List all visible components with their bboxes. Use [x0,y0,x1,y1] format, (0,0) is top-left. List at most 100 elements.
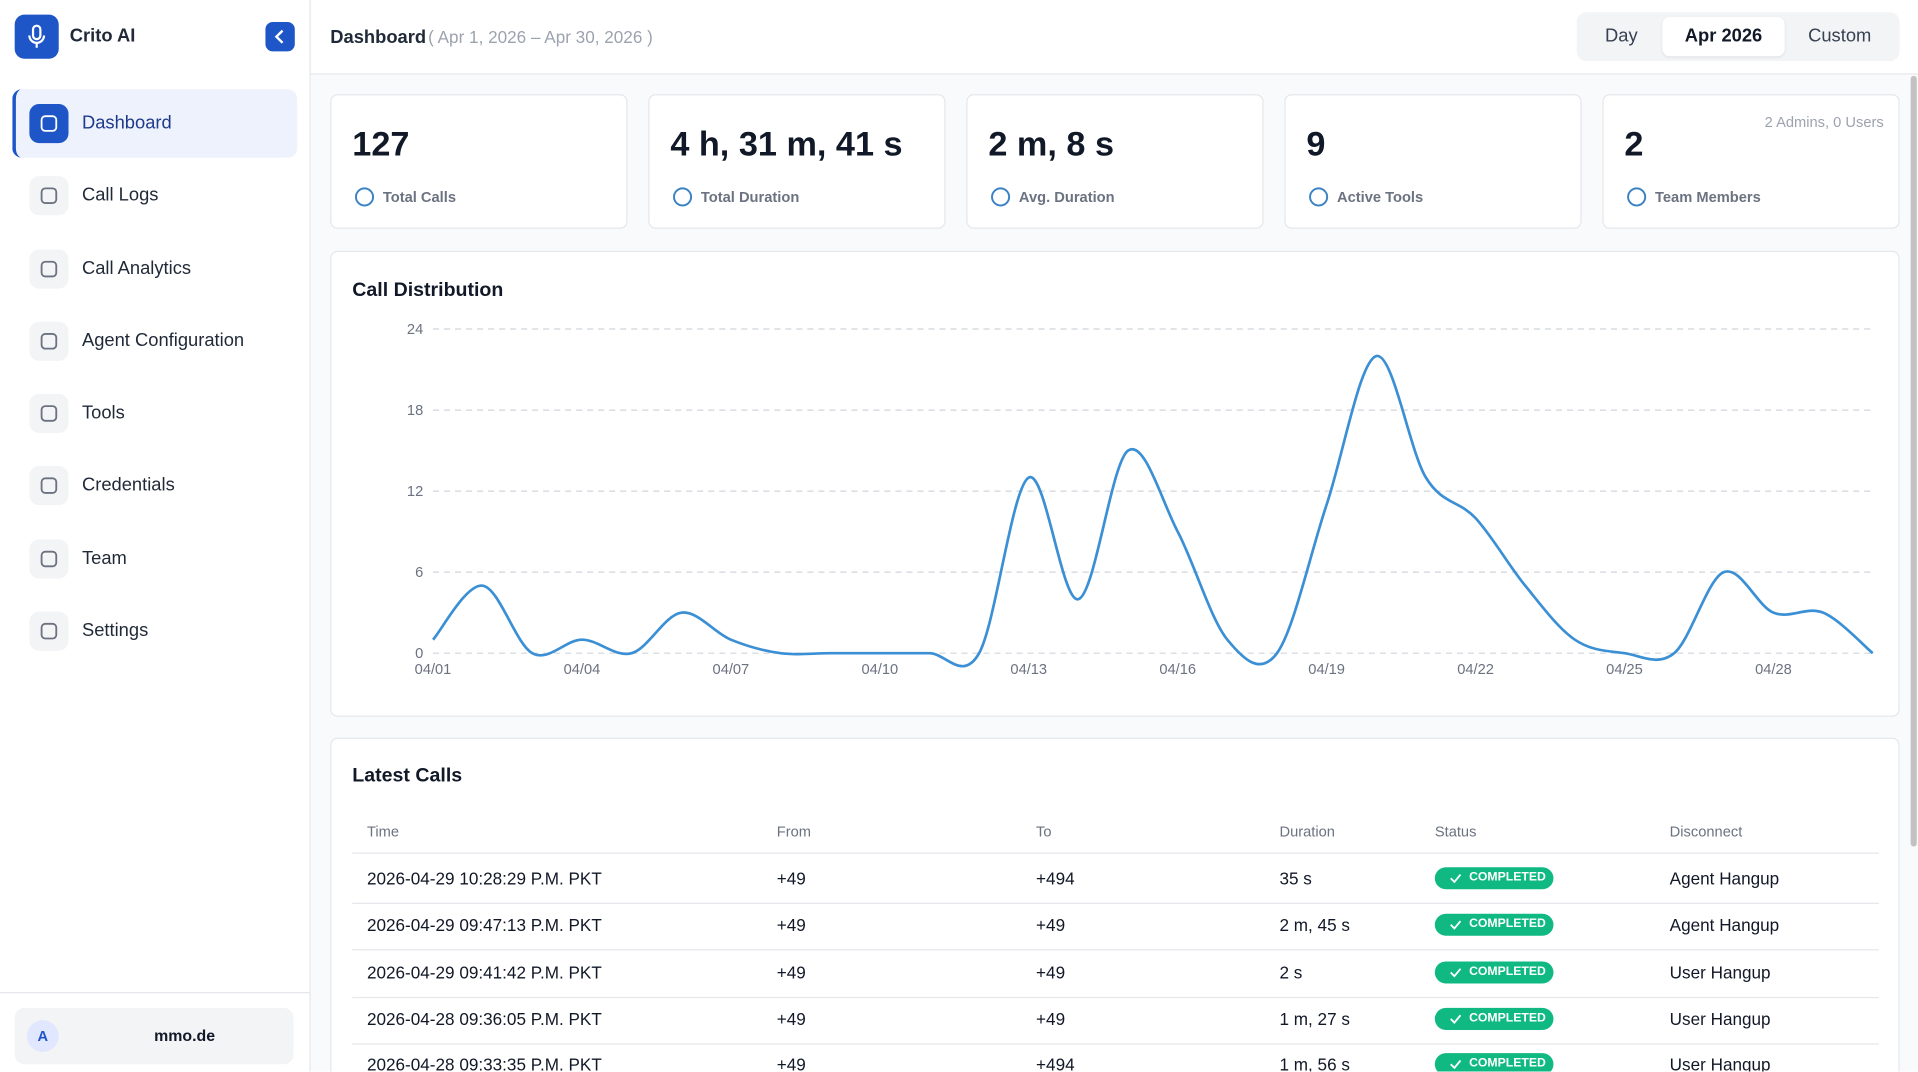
stat-value: 4 h, 31 m, 41 s [670,124,903,163]
icon [40,187,58,204]
date-range: ( Apr 1, 2026 – Apr 30, 2026 ) [428,26,653,47]
period-option[interactable]: Day [1605,25,1638,47]
stat-value: 2 m, 8 s [988,124,1115,163]
icon-glyph [40,333,58,350]
icon-glyph [40,477,58,494]
nav-label: Call Logs [81,184,159,206]
stat-card: 2 Team Members 2 Admins, 0 Users [1602,94,1900,229]
status-text: COMPLETED [1469,1011,1546,1026]
table-title: Latest Calls [352,765,463,787]
nav-item[interactable]: Team [12,525,297,593]
nav-label: Settings [81,620,149,641]
row-line [352,852,1879,854]
x-tick-label: 04/04 [564,662,601,678]
stat-icon [354,187,375,207]
separator [0,992,310,994]
check-icon [1450,1059,1462,1070]
row-line [352,902,1879,904]
line [431,354,1874,668]
chart-title: Call Distribution [352,279,503,301]
cell: +494 [1036,868,1075,889]
avatar: A [26,1020,59,1052]
cell: Agent Hangup [1669,914,1780,935]
stat-card: 127 Total Calls [330,94,628,229]
user-email: mmo.de [154,1026,216,1045]
icon-glyph [40,405,58,422]
icon [40,333,58,350]
nav-item[interactable]: Tools [12,379,297,447]
x-tick-label: 04/16 [1159,662,1196,678]
check-glyph [1450,874,1462,884]
icon-glyph [673,187,693,207]
status-badge: COMPLETED [1434,867,1554,890]
column-header: Status [1434,823,1477,841]
stat-label: Active Tools [1336,188,1424,206]
nav-item[interactable]: Call Analytics [12,235,297,303]
check-glyph [1450,968,1462,978]
check-icon [1450,968,1462,978]
scrollbar[interactable] [1910,75,1917,847]
x-tick-label: 04/10 [861,662,898,678]
cell: Agent Hangup [1669,868,1780,889]
stat-value: 2 [1624,124,1644,163]
y-tick-label: 0 [415,646,423,662]
check-glyph [1450,1014,1462,1024]
check-icon [1450,1014,1462,1024]
check-icon [1450,874,1462,884]
collapse-button[interactable] [265,22,295,52]
icon [40,550,58,568]
icon [40,477,58,494]
nav-item[interactable]: Dashboard [12,89,298,158]
cell: User Hangup [1669,1054,1771,1072]
row-line [352,1043,1879,1045]
column-header: From [776,823,811,841]
cell: +49 [776,868,806,889]
nav-label: Team [81,547,127,569]
status-text: COMPLETED [1469,965,1546,979]
cell: 35 s [1279,868,1312,889]
cell: +49 [776,914,806,935]
nav-item[interactable]: Call Logs [12,161,297,229]
y-tick-label: 12 [407,484,423,500]
period-switch: Day Apr 2026 Custom [1576,12,1900,62]
icon-glyph [1309,187,1329,207]
nav-item[interactable]: Credentials [12,451,297,519]
period-option[interactable]: Custom [1808,25,1872,47]
check-glyph [1450,1059,1462,1070]
icon-glyph [40,622,58,640]
nav-item[interactable]: Agent Configuration [12,307,297,375]
stat-icon [1627,187,1647,207]
cell: User Hangup [1669,962,1771,983]
icon-glyph [354,187,375,207]
cell: 1 m, 56 s [1279,1054,1350,1072]
user-box[interactable]: A mmo.de [14,1007,294,1065]
stat-label: Total Duration [700,188,800,206]
nav-label: Agent Configuration [81,330,245,352]
collapse-icon [274,29,284,44]
cell: 2026-04-29 10:28:29 P.M. PKT [366,868,602,889]
icon [40,622,58,640]
icon-glyph [40,115,58,132]
nav-icon [29,539,69,579]
x-tick-label: 04/13 [1010,662,1047,678]
row-line [352,996,1879,999]
logo-icon [28,24,46,48]
row-line [352,949,1879,951]
status-badge: COMPLETED [1434,961,1554,984]
nav-icon [29,176,69,216]
y-tick-label: 18 [407,403,423,419]
check-glyph [1450,920,1462,930]
table-card: Latest Calls Time From To Duration Status Dis… [330,737,1900,1072]
icon-glyph [1627,187,1647,207]
cell: 2 m, 45 s [1279,914,1350,935]
period-option[interactable]: Apr 2026 [1662,17,1785,57]
nav-label: Call Analytics [81,258,192,279]
cell: +49 [1036,914,1066,935]
stat-icon [991,187,1011,207]
cell: User Hangup [1669,1009,1771,1029]
column-header: Time [366,823,400,841]
nav-item[interactable]: Settings [12,597,297,665]
status-badge: COMPLETED [1434,913,1554,936]
